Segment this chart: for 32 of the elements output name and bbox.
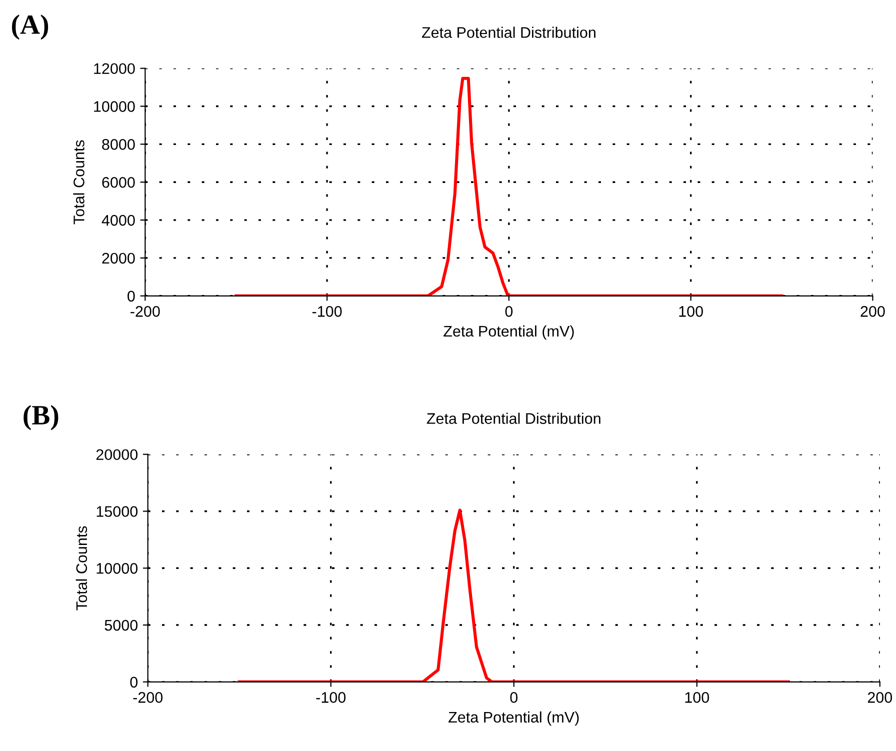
- y-tick-label: 10000: [94, 101, 135, 112]
- y-tick-label: 5000: [104, 620, 138, 631]
- text: (A): [12, 14, 48, 40]
- x-tick-label: 100: [685, 692, 710, 703]
- x-tick-label: -100: [312, 306, 342, 317]
- y-tick-label: 4000: [102, 214, 135, 226]
- x-axis-title: Zeta Potential (mV): [448, 711, 579, 726]
- y-tick-label: 15000: [96, 506, 138, 517]
- x-axis-title: Zeta Potential (mV): [444, 325, 574, 340]
- chart-title: Zeta Potential Distribution: [422, 26, 596, 38]
- y-axis-title: Total Counts: [73, 140, 84, 224]
- y-tick-label: 10000: [96, 563, 138, 574]
- x-tick-label: -100: [316, 692, 346, 703]
- y-tick-label: 20000: [96, 449, 138, 460]
- x-tick-label: 200: [860, 306, 885, 317]
- y-tick-label: 8000: [102, 139, 135, 150]
- x-tick-label: 100: [679, 306, 703, 317]
- y-tick-label: 2000: [102, 252, 135, 264]
- y-tick-label: 0: [130, 676, 138, 688]
- y-tick-label: 12000: [94, 63, 135, 74]
- x-tick-label: -200: [130, 306, 160, 317]
- x-tick-label: 0: [505, 306, 513, 317]
- x-tick-label: 200: [868, 692, 892, 703]
- y-axis-title: Total Counts: [76, 526, 88, 610]
- line-series: [238, 508, 790, 682]
- chart-title: Zeta Potential Distribution: [426, 412, 600, 424]
- x-tick-label: 0: [510, 692, 518, 703]
- line-series: [234, 76, 784, 296]
- x-tick-label: -200: [133, 692, 163, 703]
- text: (B): [24, 405, 58, 430]
- y-tick-label: 0: [128, 290, 135, 302]
- y-tick-label: 6000: [102, 176, 135, 188]
